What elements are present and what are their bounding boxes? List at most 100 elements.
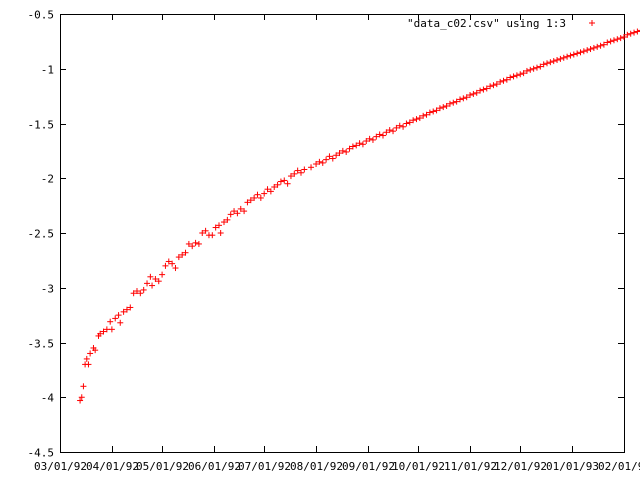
data-point bbox=[251, 194, 258, 201]
y-tick-label: -2 bbox=[41, 173, 54, 186]
data-point bbox=[473, 89, 480, 96]
data-point bbox=[533, 64, 540, 71]
data-point bbox=[329, 155, 336, 162]
data-point bbox=[366, 135, 373, 142]
data-point bbox=[497, 78, 504, 85]
x-tick-label: 08/01/92 bbox=[290, 460, 343, 473]
data-point bbox=[287, 173, 294, 180]
data-point bbox=[165, 258, 172, 265]
data-point bbox=[617, 35, 624, 42]
data-point bbox=[353, 142, 360, 149]
data-point bbox=[520, 70, 527, 77]
data-point bbox=[463, 94, 470, 101]
data-point bbox=[363, 138, 370, 145]
y-tick-label: -4.5 bbox=[28, 447, 55, 460]
data-point bbox=[152, 275, 159, 282]
data-point bbox=[189, 243, 196, 250]
x-tick-label: 07/01/92 bbox=[238, 460, 291, 473]
data-point bbox=[202, 227, 209, 234]
data-point bbox=[413, 116, 420, 123]
x-tick-label: 09/01/92 bbox=[342, 460, 395, 473]
data-point bbox=[257, 194, 264, 201]
data-point bbox=[343, 148, 350, 155]
data-point bbox=[209, 232, 216, 239]
data-point bbox=[493, 81, 500, 88]
data-point bbox=[133, 288, 140, 295]
data-point bbox=[446, 100, 453, 107]
data-point bbox=[149, 282, 156, 289]
data-point bbox=[634, 28, 640, 35]
data-point bbox=[97, 330, 104, 337]
y-tick-label: -1 bbox=[41, 64, 54, 77]
data-point bbox=[570, 51, 577, 58]
data-point bbox=[264, 186, 271, 193]
data-point bbox=[179, 251, 186, 258]
data-points bbox=[77, 28, 640, 404]
data-point bbox=[510, 73, 517, 80]
data-point bbox=[637, 29, 640, 31]
data-point bbox=[277, 178, 284, 185]
y-tick-label: -1.5 bbox=[28, 119, 55, 132]
data-point bbox=[550, 58, 557, 65]
x-tick-label: 12/01/92 bbox=[494, 460, 547, 473]
x-tick-label: 05/01/92 bbox=[136, 460, 189, 473]
data-point bbox=[507, 74, 514, 81]
data-point bbox=[356, 140, 363, 147]
data-point bbox=[140, 286, 147, 293]
data-point bbox=[530, 65, 537, 72]
data-point bbox=[517, 71, 524, 78]
x-tick-label: 03/01/92 bbox=[34, 460, 87, 473]
data-point bbox=[85, 361, 92, 368]
data-point bbox=[443, 102, 450, 109]
data-point bbox=[564, 53, 571, 60]
data-point bbox=[604, 39, 611, 46]
data-point bbox=[614, 36, 621, 43]
data-point bbox=[607, 38, 614, 45]
data-point bbox=[294, 167, 301, 174]
data-point bbox=[83, 355, 90, 362]
data-point bbox=[396, 122, 403, 129]
data-point bbox=[403, 120, 410, 127]
data-point bbox=[267, 188, 274, 195]
data-point bbox=[470, 90, 477, 97]
data-point bbox=[597, 42, 604, 49]
data-point bbox=[560, 54, 567, 61]
data-point bbox=[483, 85, 490, 92]
data-point bbox=[247, 197, 254, 204]
data-point bbox=[537, 63, 544, 70]
data-point bbox=[313, 161, 320, 168]
data-point bbox=[221, 219, 228, 226]
data-point bbox=[621, 33, 627, 40]
data-point bbox=[440, 104, 447, 111]
data-point bbox=[426, 109, 433, 116]
data-point bbox=[500, 77, 507, 84]
data-point bbox=[244, 199, 251, 206]
data-point bbox=[159, 271, 166, 278]
data-point bbox=[199, 230, 206, 236]
data-point bbox=[383, 129, 390, 136]
y-tick-label: -3 bbox=[41, 283, 54, 296]
data-point bbox=[627, 30, 634, 37]
data-point bbox=[400, 123, 407, 130]
data-point bbox=[123, 306, 130, 313]
data-point bbox=[587, 46, 594, 53]
data-point bbox=[416, 115, 423, 122]
data-point bbox=[567, 52, 574, 59]
data-point bbox=[547, 59, 554, 66]
data-point bbox=[147, 273, 154, 280]
data-point bbox=[410, 117, 417, 124]
data-point bbox=[433, 107, 440, 114]
data-point bbox=[175, 254, 182, 261]
data-point bbox=[137, 290, 144, 297]
data-point bbox=[386, 127, 393, 134]
data-point bbox=[373, 133, 380, 140]
x-tick-label: 06/01/92 bbox=[188, 460, 241, 473]
data-point bbox=[301, 166, 308, 173]
data-point bbox=[274, 181, 281, 188]
data-point bbox=[169, 260, 176, 267]
data-point bbox=[103, 326, 110, 333]
x-tick-label: 01/01/93 bbox=[546, 460, 599, 473]
data-point bbox=[127, 304, 134, 311]
data-point bbox=[430, 108, 437, 115]
